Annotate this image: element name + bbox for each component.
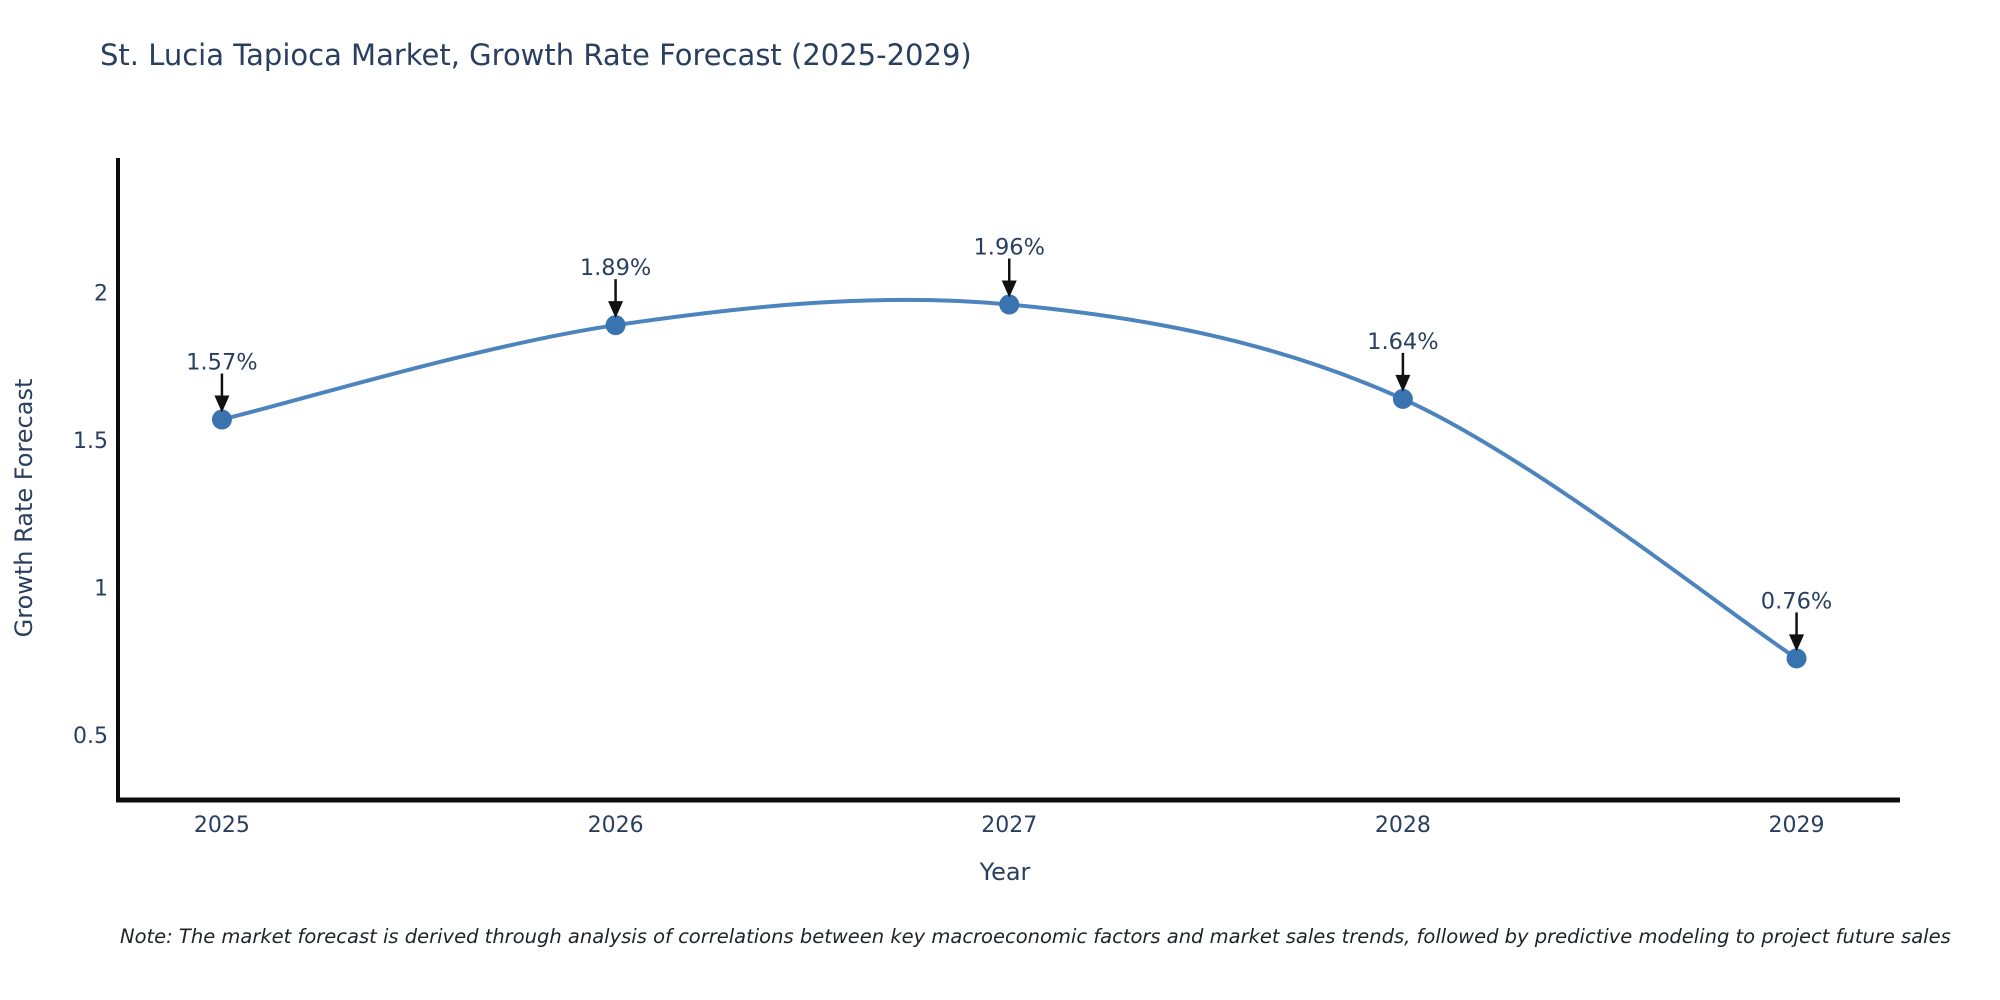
annotation-arrow-head xyxy=(1001,280,1017,298)
annotation-arrow-head xyxy=(608,301,624,319)
x-tick-label: 2029 xyxy=(1769,813,1825,838)
data-point-marker xyxy=(1786,648,1807,669)
chart-title: St. Lucia Tapioca Market, Growth Rate Fo… xyxy=(100,38,972,72)
x-axis-title: Year xyxy=(979,858,1031,886)
point-value-label: 0.76% xyxy=(1761,588,1832,614)
point-value-label: 1.96% xyxy=(973,235,1044,261)
annotation-arrow-head xyxy=(1395,374,1411,392)
y-tick-label: 2 xyxy=(94,282,108,307)
data-point-marker xyxy=(1392,388,1413,409)
point-value-label: 1.64% xyxy=(1367,329,1438,355)
annotation-arrow-head xyxy=(214,395,230,413)
forecast-line xyxy=(219,297,1799,661)
point-value-label: 1.57% xyxy=(186,350,257,376)
y-tick-label: 1 xyxy=(94,577,108,602)
data-point-marker xyxy=(605,315,626,336)
point-value-label: 1.89% xyxy=(580,255,651,281)
footnote: Note: The market forecast is derived thr… xyxy=(120,925,1951,948)
x-tick-label: 2028 xyxy=(1375,813,1431,838)
y-tick-label: 0.5 xyxy=(73,724,108,749)
annotation-arrow-head xyxy=(1789,634,1805,652)
x-tick-label: 2027 xyxy=(981,813,1037,838)
x-tick-label: 2026 xyxy=(588,813,644,838)
y-tick-label: 1.5 xyxy=(73,429,108,454)
data-point-marker xyxy=(999,294,1020,315)
y-axis-title: Growth Rate Forecast xyxy=(10,378,38,638)
data-point-marker xyxy=(211,409,232,430)
x-tick-label: 2025 xyxy=(194,813,250,838)
